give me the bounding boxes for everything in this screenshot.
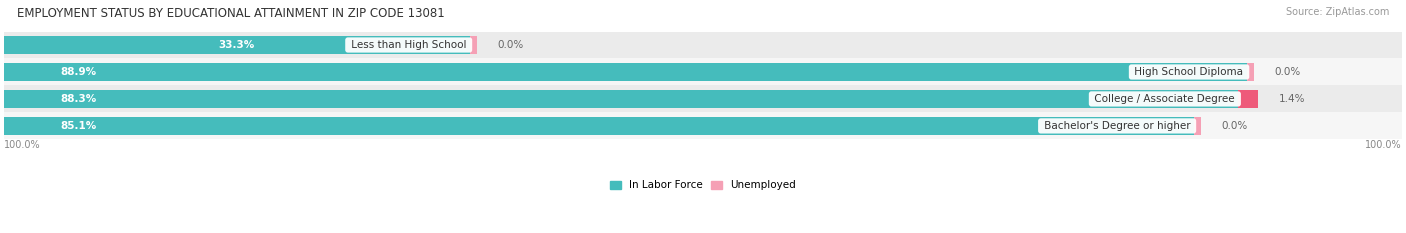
Bar <box>4 63 1247 81</box>
Text: High School Diploma: High School Diploma <box>1132 67 1247 77</box>
Text: 0.0%: 0.0% <box>1222 121 1247 131</box>
Bar <box>1194 117 1201 135</box>
Text: EMPLOYMENT STATUS BY EDUCATIONAL ATTAINMENT IN ZIP CODE 13081: EMPLOYMENT STATUS BY EDUCATIONAL ATTAINM… <box>17 7 444 20</box>
Bar <box>4 90 1239 108</box>
Text: 0.0%: 0.0% <box>498 40 524 50</box>
Bar <box>4 36 470 54</box>
Text: 1.4%: 1.4% <box>1279 94 1305 104</box>
Text: 88.9%: 88.9% <box>60 67 96 77</box>
Bar <box>1239 90 1258 108</box>
Bar <box>4 86 1402 113</box>
Bar <box>4 117 1194 135</box>
Bar <box>470 36 477 54</box>
Text: 100.0%: 100.0% <box>1365 140 1402 150</box>
Text: Source: ZipAtlas.com: Source: ZipAtlas.com <box>1285 7 1389 17</box>
Text: 0.0%: 0.0% <box>1275 67 1301 77</box>
Text: Bachelor's Degree or higher: Bachelor's Degree or higher <box>1040 121 1194 131</box>
Text: 100.0%: 100.0% <box>4 140 41 150</box>
Legend: In Labor Force, Unemployed: In Labor Force, Unemployed <box>606 176 800 195</box>
Bar <box>4 113 1402 139</box>
Text: Less than High School: Less than High School <box>347 40 470 50</box>
Text: 33.3%: 33.3% <box>219 40 254 50</box>
Bar <box>4 58 1402 86</box>
Text: 85.1%: 85.1% <box>60 121 97 131</box>
Text: College / Associate Degree: College / Associate Degree <box>1091 94 1239 104</box>
Bar <box>1247 63 1254 81</box>
Text: 88.3%: 88.3% <box>60 94 97 104</box>
Bar <box>4 31 1402 58</box>
